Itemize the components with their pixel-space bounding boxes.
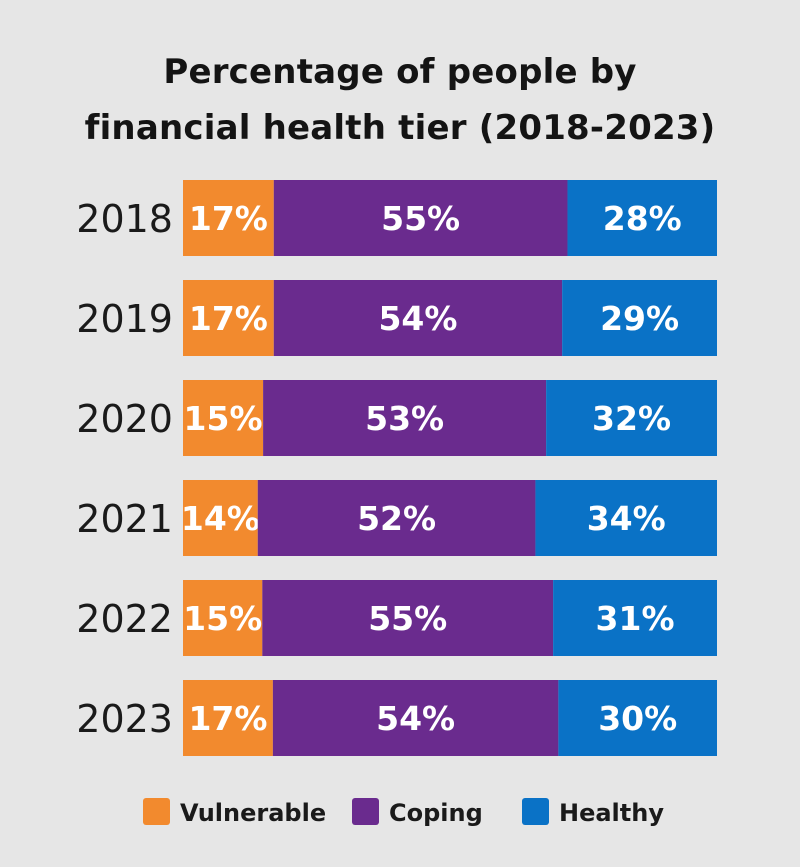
legend-label-healthy: Healthy bbox=[559, 799, 664, 827]
data-label-healthy-2021: 34% bbox=[587, 499, 666, 538]
data-label-vulnerable-2022: 15% bbox=[183, 599, 262, 638]
bar-healthy-2019 bbox=[562, 280, 717, 356]
data-label-vulnerable-2019: 17% bbox=[189, 299, 268, 338]
bar-healthy-2022 bbox=[553, 580, 717, 656]
bar-vulnerable-2023 bbox=[183, 680, 273, 756]
legend-label-coping: Coping bbox=[389, 799, 483, 827]
data-label-coping-2023: 54% bbox=[376, 699, 455, 738]
legend-swatch-coping bbox=[352, 798, 379, 825]
data-label-healthy-2018: 28% bbox=[603, 199, 682, 238]
chart-title-line-1: Percentage of people by bbox=[163, 52, 637, 92]
bar-healthy-2018 bbox=[567, 180, 717, 256]
data-label-healthy-2022: 31% bbox=[596, 599, 675, 638]
bar-coping-2023 bbox=[272, 680, 559, 756]
data-label-coping-2022: 55% bbox=[368, 599, 447, 638]
data-label-vulnerable-2018: 17% bbox=[189, 199, 268, 238]
data-label-coping-2020: 53% bbox=[365, 399, 444, 438]
year-label-2021: 2021 bbox=[76, 497, 173, 541]
legend-swatch-healthy bbox=[522, 798, 549, 825]
bar-coping-2022 bbox=[262, 580, 554, 656]
data-label-coping-2018: 55% bbox=[381, 199, 460, 238]
data-label-healthy-2023: 30% bbox=[598, 699, 677, 738]
year-label-2018: 2018 bbox=[76, 197, 173, 241]
year-label-2019: 2019 bbox=[76, 297, 173, 341]
bar-healthy-2021 bbox=[535, 480, 717, 556]
bar-healthy-2020 bbox=[546, 380, 717, 456]
bar-vulnerable-2019 bbox=[183, 280, 274, 356]
year-label-2022: 2022 bbox=[76, 597, 173, 641]
legend-label-vulnerable: Vulnerable bbox=[180, 799, 326, 827]
year-label-2020: 2020 bbox=[76, 397, 173, 441]
legend-swatch-vulnerable bbox=[143, 798, 170, 825]
bar-vulnerable-2022 bbox=[183, 580, 263, 656]
bar-vulnerable-2021 bbox=[183, 480, 258, 556]
data-label-vulnerable-2023: 17% bbox=[188, 699, 267, 738]
bar-coping-2020 bbox=[263, 380, 547, 456]
chart-title-line-2: financial health tier (2018-2023) bbox=[84, 108, 716, 148]
data-label-vulnerable-2020: 15% bbox=[184, 399, 263, 438]
bar-healthy-2023 bbox=[558, 680, 717, 756]
data-label-coping-2019: 54% bbox=[378, 299, 457, 338]
year-label-2023: 2023 bbox=[76, 697, 173, 741]
data-label-healthy-2019: 29% bbox=[600, 299, 679, 338]
data-label-coping-2021: 52% bbox=[357, 499, 436, 538]
bar-coping-2021 bbox=[257, 480, 536, 556]
bar-coping-2019 bbox=[273, 280, 563, 356]
bar-vulnerable-2020 bbox=[183, 380, 264, 456]
data-label-vulnerable-2021: 14% bbox=[181, 499, 260, 538]
bar-coping-2018 bbox=[273, 180, 568, 256]
data-label-healthy-2020: 32% bbox=[592, 399, 671, 438]
bar-vulnerable-2018 bbox=[183, 180, 274, 256]
